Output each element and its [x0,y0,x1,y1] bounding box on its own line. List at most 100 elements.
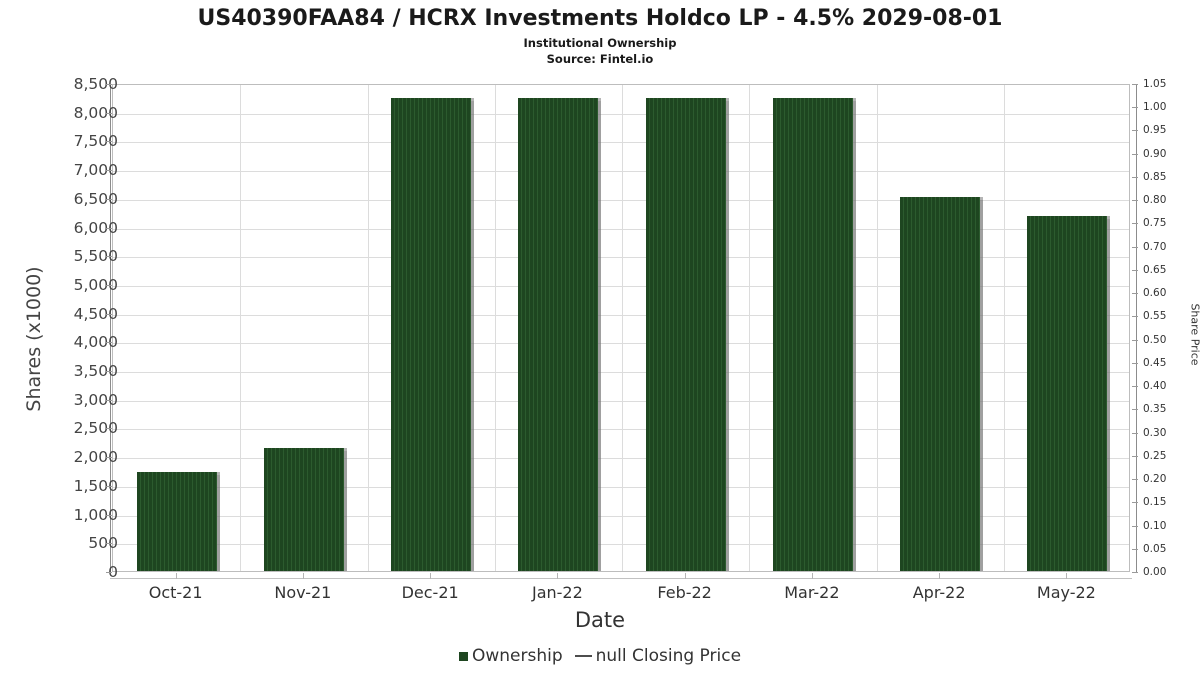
right-axis-tick-mark [1132,409,1138,410]
left-axis-tick-label: 5,000 [73,275,118,294]
gridline-horizontal [113,257,1129,258]
right-axis-title: Share Price [1188,303,1200,366]
plot-area [112,84,1130,572]
right-axis-tick-label: 0.95 [1143,124,1167,137]
x-axis-tick-label: May-22 [1036,583,1096,602]
gridline-vertical [1004,85,1005,571]
bar-mar-22[interactable] [772,97,853,571]
right-axis-tick-mark [1132,456,1138,457]
x-axis-tick-label: Jan-22 [531,583,583,602]
legend-item[interactable]: Ownership [458,646,563,666]
left-axis-tick-mark [106,199,112,200]
legend-square-icon [458,651,468,661]
gridline-horizontal [113,229,1129,230]
x-axis-tick-mark [557,573,558,579]
right-axis-tick-mark [1132,84,1138,85]
left-axis-tick-label: 1,000 [73,505,118,524]
bar-may-22[interactable] [1027,216,1108,571]
gridline-vertical [368,85,369,571]
left-axis-tick-label: 2,500 [73,419,118,438]
x-axis-tick-mark [303,573,304,579]
gridline-horizontal [113,171,1129,172]
left-axis-tick-label: 3,000 [73,390,118,409]
right-axis-tick-mark [1132,154,1138,155]
left-axis-tick-mark [106,342,112,343]
right-axis-tick-label: 0.00 [1143,566,1167,578]
left-axis-tick-mark [106,141,112,142]
bar-jan-22[interactable] [518,97,599,571]
left-axis-tick-label: 7,000 [73,161,118,180]
right-axis-tick-label: 1.05 [1143,78,1167,90]
left-axis-tick-label: 3,500 [73,362,118,381]
right-axis-tick-label: 0.25 [1143,449,1167,462]
legend-item[interactable]: null Closing Price [574,646,742,666]
right-axis-tick-mark [1132,340,1138,341]
right-axis-tick-mark [1132,270,1138,271]
right-axis-tick-label: 0.05 [1143,542,1167,555]
legend-line-icon [574,655,592,657]
left-axis-tick-mark [106,457,112,458]
right-axis-tick-label: 0.45 [1143,356,1167,369]
x-axis-tick-mark [812,573,813,579]
gridline-vertical [240,85,241,571]
left-axis-tick-label: 7,500 [73,132,118,151]
right-axis-tick-mark [1132,502,1138,503]
right-axis-tick-mark [1132,247,1138,248]
right-axis-tick-mark [1132,107,1138,108]
left-axis-tick-mark [106,256,112,257]
bar-dec-21[interactable] [391,97,472,571]
gridline-horizontal [113,372,1129,373]
gridline-horizontal [113,315,1129,316]
right-axis-tick-mark [1132,130,1138,131]
bar-feb-22[interactable] [645,97,726,571]
right-axis-tick-label: 0.90 [1143,147,1167,160]
gridline-vertical [622,85,623,571]
x-axis-title: Date [574,608,626,632]
gridline-vertical [877,85,878,571]
bar-apr-22[interactable] [900,196,981,571]
left-axis-tick-label: 4,500 [73,304,118,323]
x-axis-tick-mark [1066,573,1067,579]
bar-nov-21[interactable] [263,448,344,571]
right-axis-tick-label: 1.00 [1143,101,1167,114]
chart-subtitle: Institutional Ownership [523,36,677,50]
x-axis-tick-label: Oct-21 [148,583,203,602]
right-axis-tick-mark [1132,223,1138,224]
right-axis-tick-label: 0.10 [1143,519,1167,532]
left-axis-tick-mark [106,428,112,429]
gridline-horizontal [113,544,1129,545]
left-axis-tick-label: 4,000 [73,333,118,352]
x-axis-tick-mark [685,573,686,579]
right-axis-tick-mark [1132,363,1138,364]
chart-legend: Ownership null Closing Price [0,646,1200,666]
right-axis-tick-mark [1132,479,1138,480]
left-axis-tick-label: 6,000 [73,218,118,237]
x-axis-tick-mark [939,573,940,579]
left-axis-tick-mark [106,113,112,114]
left-axis-tick-label: 8,500 [73,75,118,93]
left-axis-tick-mark [106,170,112,171]
x-axis-tick-mark [430,573,431,579]
right-axis-tick-label: 0.40 [1143,380,1167,393]
x-axis-tick-label: Apr-22 [912,583,966,602]
right-axis-tick-mark [1132,293,1138,294]
x-axis-tick-label: Feb-22 [657,583,712,602]
left-axis-tick-label: 1,500 [73,476,118,495]
right-axis-tick-label: 0.15 [1143,496,1167,509]
gridline-vertical [495,85,496,571]
x-axis-line [110,578,1132,579]
bar-oct-21[interactable] [136,472,217,571]
left-axis-tick-mark [106,400,112,401]
x-axis-tick-label: Mar-22 [784,583,840,602]
left-axis-tick-mark [106,543,112,544]
legend-item-label: null Closing Price [595,646,742,666]
gridline-horizontal [113,286,1129,287]
gridline-horizontal [113,343,1129,344]
right-axis-tick-label: 0.65 [1143,263,1167,276]
left-axis-tick-label: 8,000 [73,103,118,122]
x-axis-tick-mark [176,573,177,579]
chart-source-caption: Source: Fintel.io [546,52,654,66]
gridline-horizontal [113,429,1129,430]
right-axis-tick-mark [1132,549,1138,550]
